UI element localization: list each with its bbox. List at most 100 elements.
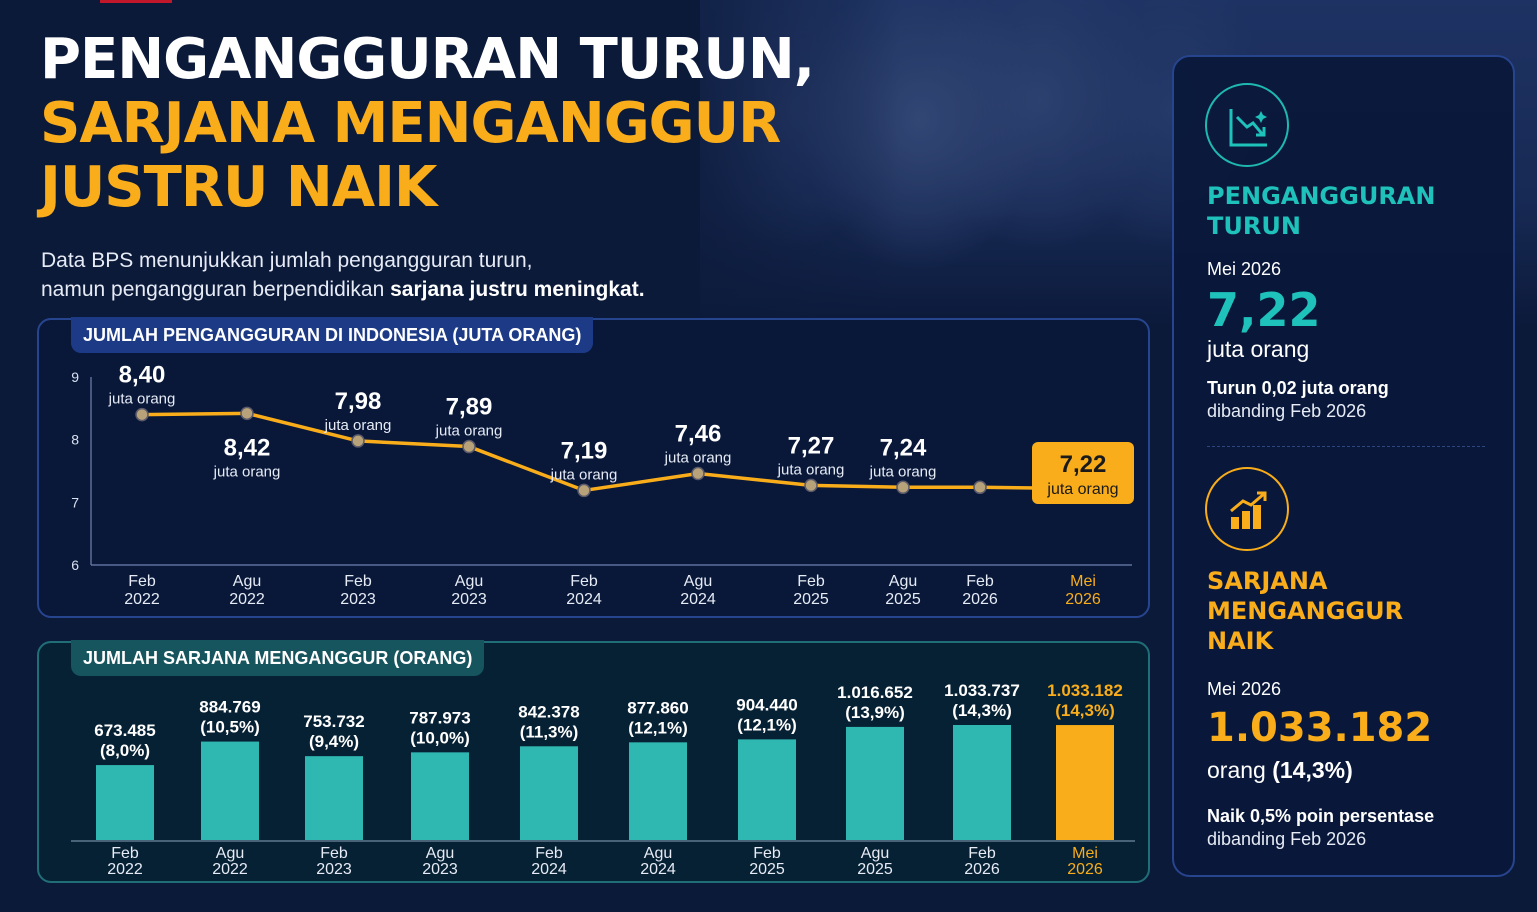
- subtitle-line-1: Data BPS menunjukkan jumlah pengangguran…: [41, 249, 533, 272]
- headline-line-1: PENGANGGURAN TURUN,: [40, 27, 815, 92]
- bar: [96, 765, 154, 840]
- graduate-unemployment-bar-chart-panel: JUMLAH SARJANA MENGANGGUR (ORANG) 673.48…: [37, 640, 1150, 883]
- brand-accent-bar: [100, 0, 172, 3]
- x-tick-label: Agu: [216, 845, 244, 862]
- data-label-value: 7,27: [788, 432, 835, 459]
- card2-period: Mei 2026: [1207, 679, 1282, 699]
- card2-title-line-1: SARJANA: [1207, 567, 1328, 595]
- data-point: [462, 439, 476, 454]
- x-tick-label: Mei: [1070, 573, 1096, 590]
- y-tick-label: 9: [71, 369, 79, 385]
- x-tick-label-year: 2023: [316, 861, 352, 878]
- x-tick-label: Feb: [966, 573, 994, 590]
- x-tick-label: Agu: [861, 845, 889, 862]
- bar-share-label: (12,1%): [737, 715, 797, 734]
- x-tick-label-year: 2023: [422, 861, 458, 878]
- data-point: [351, 434, 365, 448]
- data-point: [691, 466, 705, 481]
- bar-value-label: 877.860: [627, 698, 688, 717]
- card2-note-plain: dibanding Feb 2026: [1207, 829, 1367, 849]
- bar-value-label: 904.440: [736, 695, 797, 714]
- data-label-unit: juta orang: [108, 391, 176, 408]
- graduate-unemployment-bar-chart: 673.485(8,0%)Feb2022884.769(10,5%)Agu202…: [71, 681, 1135, 878]
- x-tick-label: Agu: [889, 573, 917, 590]
- bar-share-label: (14,3%): [1055, 701, 1115, 720]
- data-point: [135, 407, 149, 422]
- x-tick-label-year: 2022: [124, 591, 160, 608]
- card1-value: 7,22: [1207, 283, 1321, 337]
- x-tick-label: Feb: [535, 845, 563, 862]
- data-label-unit: juta orang: [777, 461, 845, 478]
- x-tick-label-year: 2025: [857, 861, 893, 878]
- sidebar-divider: [1207, 446, 1485, 447]
- bar-share-label: (11,3%): [520, 722, 579, 741]
- x-tick-label: Feb: [344, 573, 372, 590]
- x-tick-label-year: 2025: [793, 591, 829, 608]
- bar: [201, 741, 259, 840]
- bar: [520, 746, 578, 840]
- data-label-unit: juta orang: [869, 463, 937, 480]
- bar-share-label: (14,3%): [952, 701, 1012, 720]
- bar-share-label: (10,0%): [410, 728, 470, 747]
- bar: [305, 756, 363, 840]
- bar: [846, 726, 904, 840]
- unemployment-series-line: [141, 411, 1084, 493]
- data-label-value: 7,89: [446, 394, 493, 421]
- headline-line-3: JUSTRU NAIK: [40, 155, 437, 220]
- x-tick-label: Mei: [1072, 845, 1098, 862]
- bar-share-label: (12,1%): [628, 718, 688, 737]
- chart-down-icon: [1205, 83, 1289, 167]
- data-label-unit: juta orang: [664, 450, 732, 467]
- summary-sidebar: PENGANGGURAN TURUN Mei 2026 7,22 juta or…: [1172, 55, 1515, 877]
- y-tick-label: 7: [71, 494, 79, 510]
- data-point: [240, 406, 254, 421]
- bar-share-label: (8,0%): [100, 741, 150, 760]
- card2-unit-bold: (14,3%): [1272, 757, 1353, 783]
- data-label-unit: juta orang: [213, 463, 281, 480]
- data-label-unit: juta orang: [324, 417, 392, 434]
- card1-note: Turun 0,02 juta orang dibanding Feb 2026: [1207, 377, 1389, 423]
- background-fade: [600, 0, 900, 330]
- card2-title-line-2: MENGANGGUR: [1207, 597, 1404, 625]
- subtitle: Data BPS menunjukkan jumlah pengangguran…: [41, 246, 645, 304]
- x-tick-label-year: 2026: [964, 861, 1000, 878]
- bar-share-label: (9,4%): [309, 732, 359, 751]
- x-tick-label-year: 2025: [749, 861, 785, 878]
- card1-title-line-1: PENGANGGURAN: [1207, 182, 1436, 210]
- x-tick-label: Agu: [684, 573, 712, 590]
- x-tick-label-year: 2024: [680, 591, 716, 608]
- bar-share-label: (13,9%): [845, 703, 905, 722]
- bar: [738, 739, 796, 840]
- x-tick-label-year: 2022: [212, 861, 248, 878]
- subtitle-line-2-bold: sarjana justru meningkat.: [390, 278, 645, 301]
- headline: PENGANGGURAN TURUN, SARJANA MENGANGGUR J…: [40, 27, 815, 220]
- bar-value-label: 673.485: [94, 721, 155, 740]
- data-label-value: 7,24: [880, 434, 927, 461]
- x-tick-label: Agu: [644, 845, 672, 862]
- x-tick-label: Feb: [570, 573, 598, 590]
- x-tick-label-year: 2024: [566, 591, 602, 608]
- data-point: [804, 478, 818, 493]
- card2-value: 1.033.182: [1207, 705, 1433, 751]
- x-tick-label: Feb: [753, 845, 781, 862]
- bar-value-label: 1.033.737: [944, 681, 1020, 700]
- x-tick-label-year: 2023: [451, 591, 487, 608]
- highlight-label-box: [1032, 442, 1134, 504]
- card1-unit: juta orang: [1207, 336, 1310, 362]
- unemployment-line-chart: 6 7 8 9 8,40 juta orang 8,42 juta orang 7,98 juta…: [71, 362, 1134, 608]
- data-point: [896, 480, 910, 495]
- bar-value-label: 753.732: [303, 712, 364, 731]
- card2-note: Naik 0,5% poin persentase dibanding Feb …: [1207, 805, 1434, 851]
- x-tick-label-year: 2022: [107, 861, 143, 878]
- line-chart-title: JUMLAH PENGANGGURAN DI INDONESIA (JUTA O…: [71, 317, 594, 353]
- data-label-value: 7,22: [1060, 451, 1107, 478]
- x-tick-label: Feb: [111, 845, 139, 862]
- x-tick-label-year: 2024: [640, 861, 676, 878]
- bar-chart-title: JUMLAH SARJANA MENGANGGUR (ORANG): [71, 640, 485, 676]
- y-tick-label: 8: [71, 432, 79, 448]
- bar-value-label: 842.378: [518, 702, 579, 721]
- data-point: [973, 480, 987, 495]
- card1-note-bold: Turun 0,02 juta orang: [1207, 378, 1389, 398]
- card1-title-line-2: TURUN: [1207, 212, 1301, 240]
- subtitle-line-2: namun pengangguran berpendidikan: [41, 278, 385, 301]
